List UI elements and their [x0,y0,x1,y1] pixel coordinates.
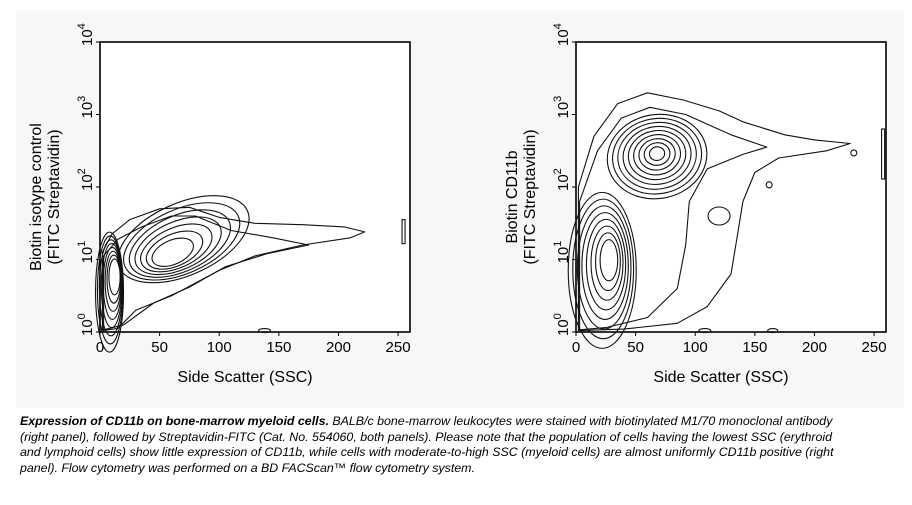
contour-ring [599,239,619,282]
x-tick-label: 0 [96,339,104,356]
contour-group [94,195,406,353]
left-contour-plot: 0 50 100 150 200 250 Side Scatter (SSC) 100 101 1… [28,23,411,386]
y-axis-label-line1: Biotin isotype control [28,123,45,271]
contour-speck [257,327,272,334]
contour-ring [576,205,632,330]
contour-ring [581,212,629,320]
contour-ring [145,230,204,270]
contour-ring [612,117,703,195]
contour-ring [151,237,194,267]
y-tick-label: 101 [552,241,572,264]
y-tick-label: 102 [76,168,96,191]
right-contour-panel: 0 50 100 150 200 250 Side Scatter (SSC) 100 101 1… [492,10,912,408]
caption-body: BALB/c bone-marrow leukocytes were stain… [20,414,834,475]
contour-speck [765,181,773,189]
contour-ring [622,125,692,185]
plot-frame [99,41,411,333]
y-tick-label: 101 [76,241,96,264]
x-tick-label: 200 [326,339,351,356]
right-contour-plot: 0 50 100 150 200 250 Side Scatter (SSC) 100 101 1… [504,23,887,386]
contour-outer [101,206,366,332]
contour-edge [881,128,886,180]
contour-ring [128,209,232,278]
y-tick-label: 103 [76,96,96,119]
figure-caption: Expression of CD11b on bone-marrow myelo… [20,414,840,476]
caption-title: Expression of CD11b on bone-marrow myelo… [20,414,329,428]
contour-ring [590,225,624,301]
y-tick-label: 103 [552,96,572,119]
left-contour-panel: 0 50 100 150 200 250 Side Scatter (SSC) 100 101 1… [16,10,456,408]
contour-speck [767,327,779,334]
x-tick-label: 150 [266,339,291,356]
contour-speck [698,327,712,334]
x-tick-label: 50 [627,339,644,356]
contour-ring [606,113,708,200]
y-tick-label: 104 [552,23,572,46]
x-tick-label: 0 [572,339,580,356]
contour-ring [140,223,213,273]
x-axis-label: Side Scatter (SSC) [653,369,788,386]
contour-level [579,106,768,331]
contour-ring [648,146,666,162]
x-tick-label: 150 [742,339,767,356]
contour-ring [108,258,121,296]
contour-edge [401,219,406,245]
contour-ring [572,198,635,340]
contour-ring [643,142,671,166]
y-tick-label: 100 [552,313,572,336]
contour-level [103,215,310,331]
x-tick-label: 50 [151,339,168,356]
contour-outer [577,92,851,332]
contour-ring [123,202,241,281]
contour-island [707,206,731,226]
x-tick-label: 100 [683,339,708,356]
contour-group [567,92,886,349]
contour-ring [617,121,697,190]
contour-speck [850,149,858,157]
y-axis-label-line2: (FITC Streptavidin) [46,129,63,264]
x-tick-label: 100 [207,339,232,356]
contour-ring [585,218,627,311]
x-axis-label: Side Scatter (SSC) [177,369,312,386]
contour-ring [627,130,687,181]
contour-ring [638,138,676,171]
plot-frame [575,41,887,333]
x-tick-label: 200 [802,339,827,356]
y-axis-label-line2: (FITC Streptavidin) [522,129,539,264]
y-tick-label: 102 [552,168,572,191]
contour-ring [567,191,637,349]
y-tick-label: 100 [76,313,96,336]
contour-ring [595,232,621,292]
y-axis-label-line1: Biotin CD11b [504,150,521,243]
contour-ring [134,216,222,276]
contour-ring [633,134,682,176]
x-tick-label: 250 [386,339,411,356]
x-tick-label: 250 [862,339,887,356]
y-tick-label: 104 [76,23,96,46]
